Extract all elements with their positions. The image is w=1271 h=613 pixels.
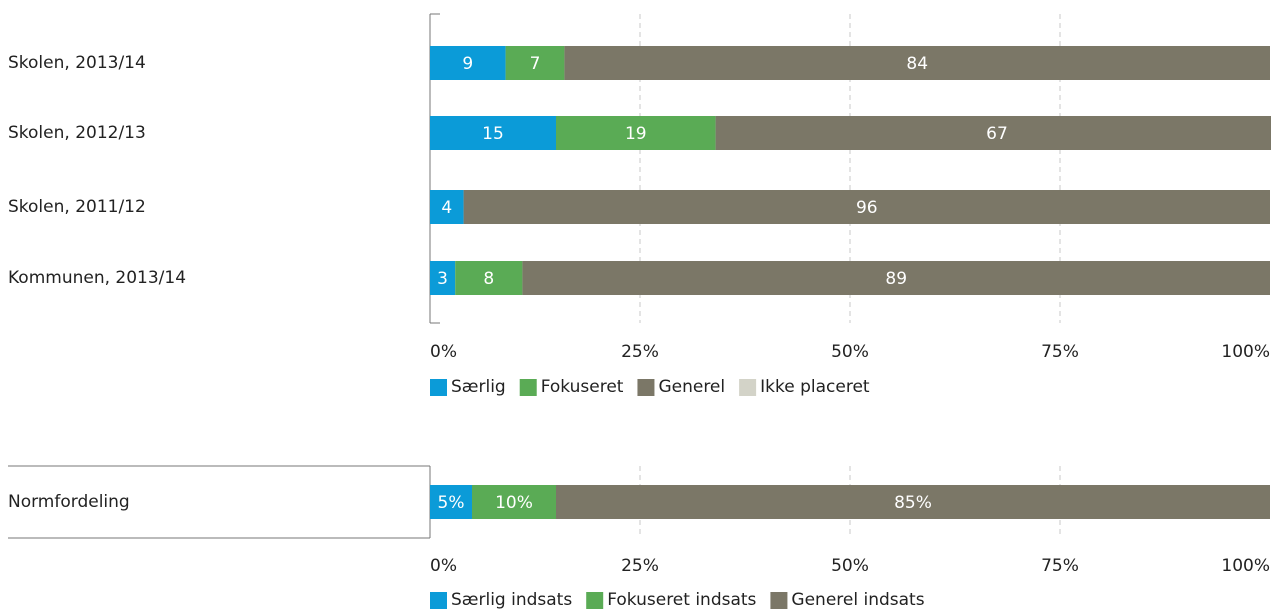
legend-label: Særlig	[451, 377, 506, 397]
data-label: 8	[483, 269, 494, 289]
data-label: 5%	[438, 493, 465, 513]
data-label: 10%	[495, 493, 533, 513]
legend-label: Ikke placeret	[760, 377, 870, 397]
x-tick-label: 75%	[1041, 556, 1079, 576]
data-label: 3	[437, 269, 448, 289]
x-tick-label: 50%	[831, 556, 869, 576]
legend-label: Fokuseret indsats	[607, 590, 756, 609]
data-label: 85%	[894, 493, 932, 513]
bar-segment	[430, 485, 472, 519]
data-label: 89	[885, 269, 907, 289]
x-tick-label: 50%	[831, 342, 869, 362]
bar-segment	[505, 46, 565, 80]
bar-segment	[556, 116, 716, 150]
category-label: Skolen, 2012/13	[8, 123, 146, 143]
data-label: 9	[462, 54, 473, 74]
x-tick-label: 100%	[1221, 342, 1270, 362]
data-label: 4	[441, 198, 452, 218]
legend-swatch	[586, 592, 604, 609]
bar-segment	[715, 116, 1271, 150]
legend-swatch	[430, 379, 447, 396]
category-label: Skolen, 2011/12	[8, 197, 146, 217]
data-label: 96	[856, 198, 878, 218]
legend-swatch	[519, 379, 537, 396]
bar-segment	[455, 261, 523, 295]
legend-label: Særlig indsats	[451, 590, 572, 609]
x-tick-label: 75%	[1041, 342, 1079, 362]
x-tick-label: 25%	[621, 556, 659, 576]
legend-label: Fokuseret	[541, 377, 624, 397]
category-label: Kommunen, 2013/14	[8, 268, 186, 288]
data-label: 67	[986, 124, 1008, 144]
x-tick-label: 25%	[621, 342, 659, 362]
bar-segment	[430, 190, 464, 224]
x-tick-label: 0%	[430, 556, 457, 576]
legend-label: Generel	[658, 377, 725, 397]
legend-swatch	[430, 592, 447, 609]
bar-segment	[463, 190, 1271, 224]
legend-label: Generel indsats	[791, 590, 924, 609]
bar-segment	[556, 485, 1270, 519]
x-tick-label: 0%	[430, 342, 457, 362]
category-label: Skolen, 2013/14	[8, 53, 146, 73]
bar-segment	[430, 261, 456, 295]
bar-segment	[564, 46, 1270, 80]
data-label: 19	[625, 124, 647, 144]
bar-segment	[472, 485, 556, 519]
bar-segment	[430, 116, 556, 150]
legend-swatch	[637, 379, 655, 396]
legend-swatch	[739, 379, 757, 396]
legend-swatch	[770, 592, 788, 609]
data-label: 7	[530, 54, 541, 74]
category-label: Normfordeling	[8, 492, 130, 512]
bar-segment	[522, 261, 1270, 295]
bar-segment	[430, 46, 506, 80]
data-label: 84	[906, 54, 928, 74]
data-label: 15	[482, 124, 504, 144]
x-tick-label: 100%	[1221, 556, 1270, 576]
